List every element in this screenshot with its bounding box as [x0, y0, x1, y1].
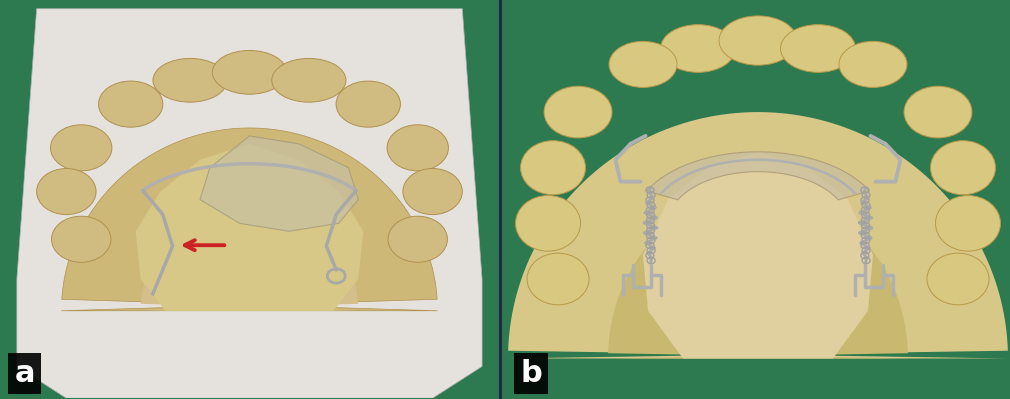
- Ellipse shape: [153, 58, 227, 102]
- Polygon shape: [508, 112, 1008, 358]
- Ellipse shape: [544, 86, 612, 138]
- Polygon shape: [608, 192, 908, 358]
- Text: a: a: [14, 359, 35, 388]
- Text: b: b: [520, 359, 542, 388]
- Ellipse shape: [387, 125, 448, 171]
- Ellipse shape: [36, 168, 96, 215]
- Polygon shape: [140, 200, 359, 311]
- Ellipse shape: [99, 81, 163, 127]
- Ellipse shape: [839, 41, 907, 87]
- Ellipse shape: [212, 51, 287, 94]
- Polygon shape: [17, 9, 482, 398]
- Polygon shape: [646, 152, 870, 200]
- Ellipse shape: [403, 168, 463, 215]
- Ellipse shape: [388, 216, 447, 262]
- Ellipse shape: [661, 25, 735, 72]
- Polygon shape: [135, 144, 364, 311]
- Ellipse shape: [515, 196, 581, 251]
- Ellipse shape: [930, 141, 996, 195]
- Polygon shape: [643, 152, 873, 358]
- Ellipse shape: [50, 125, 112, 171]
- Ellipse shape: [781, 25, 855, 72]
- Polygon shape: [62, 128, 437, 311]
- Ellipse shape: [527, 253, 589, 305]
- Ellipse shape: [336, 81, 400, 127]
- Ellipse shape: [927, 253, 989, 305]
- Ellipse shape: [609, 41, 677, 87]
- Ellipse shape: [52, 216, 111, 262]
- Ellipse shape: [935, 196, 1001, 251]
- Ellipse shape: [272, 58, 346, 102]
- Ellipse shape: [904, 86, 972, 138]
- Ellipse shape: [520, 141, 586, 195]
- Polygon shape: [200, 136, 359, 231]
- Ellipse shape: [719, 16, 797, 65]
